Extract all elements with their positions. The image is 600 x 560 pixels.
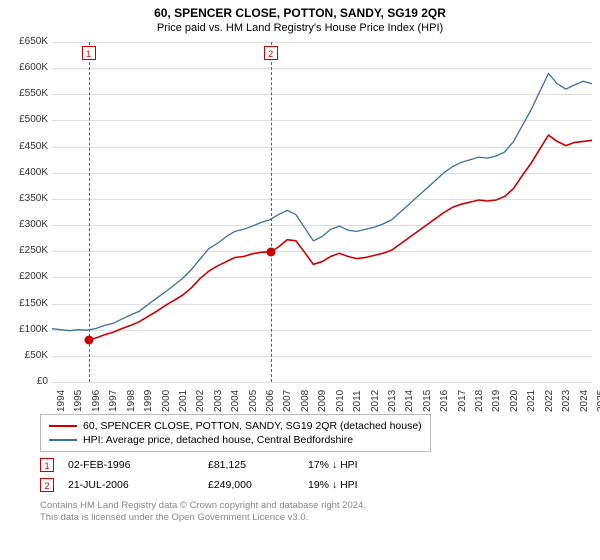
legend-label: HPI: Average price, detached house, Cent…	[83, 434, 353, 446]
legend-box: 60, SPENCER CLOSE, POTTON, SANDY, SG19 2…	[40, 414, 431, 452]
legend-swatch	[49, 439, 77, 441]
x-tick-label: 2017	[457, 390, 468, 412]
y-tick-label: £50K	[2, 350, 48, 361]
x-tick-label: 2009	[317, 390, 328, 412]
y-tick-label: £100K	[2, 324, 48, 335]
series-line	[52, 73, 592, 330]
x-tick-label: 1995	[73, 390, 84, 412]
x-tick-label: 2018	[474, 390, 485, 412]
series-line	[89, 135, 592, 340]
x-tick-label: 1994	[56, 390, 67, 412]
chart-area: £0 £50K £100K £150K £200K £250K £300K £350K £400…	[0, 42, 600, 406]
x-tick-label: 1998	[126, 390, 137, 412]
chart-title: 60, SPENCER CLOSE, POTTON, SANDY, SG19 2…	[0, 0, 600, 20]
transaction-marker: 1	[40, 458, 54, 472]
y-tick-label: £300K	[2, 219, 48, 230]
transaction-price: £81,125	[208, 459, 308, 471]
x-tick-label: 2002	[195, 390, 206, 412]
x-tick-label: 2004	[230, 390, 241, 412]
x-tick-label: 2003	[213, 390, 224, 412]
footer-line-2: This data is licensed under the Open Gov…	[40, 512, 580, 524]
grid-line	[52, 382, 592, 383]
y-tick-label: £600K	[2, 62, 48, 73]
x-tick-label: 1999	[143, 390, 154, 412]
x-tick-label: 2025	[596, 390, 600, 412]
legend-area: 60, SPENCER CLOSE, POTTON, SANDY, SG19 2…	[40, 414, 580, 525]
y-tick-label: £500K	[2, 114, 48, 125]
transaction-price: £249,000	[208, 479, 308, 491]
legend-label: 60, SPENCER CLOSE, POTTON, SANDY, SG19 2…	[83, 420, 422, 432]
x-tick-label: 1997	[108, 390, 119, 412]
x-tick-label: 2012	[370, 390, 381, 412]
event-dot	[84, 335, 93, 344]
x-tick-label: 2013	[387, 390, 398, 412]
event-marker: 1	[82, 46, 96, 60]
y-tick-label: £650K	[2, 36, 48, 47]
x-tick-label: 2011	[352, 390, 363, 412]
x-tick-label: 2024	[579, 390, 590, 412]
y-tick-label: £250K	[2, 245, 48, 256]
y-tick-label: £150K	[2, 298, 48, 309]
x-tick-label: 2020	[509, 390, 520, 412]
x-tick-label: 2022	[544, 390, 555, 412]
y-tick-label: £0	[2, 376, 48, 387]
transaction-pct: 17% ↓ HPI	[308, 459, 408, 471]
y-tick-label: £350K	[2, 193, 48, 204]
x-tick-label: 2014	[404, 390, 415, 412]
y-tick-label: £400K	[2, 167, 48, 178]
x-tick-label: 2005	[248, 390, 259, 412]
footer-line-1: Contains HM Land Registry data © Crown c…	[40, 500, 580, 512]
y-tick-label: £200K	[2, 271, 48, 282]
x-tick-label: 2015	[422, 390, 433, 412]
x-tick-label: 2019	[491, 390, 502, 412]
y-tick-label: £450K	[2, 141, 48, 152]
transaction-date: 02-FEB-1996	[68, 459, 208, 471]
legend-row: 60, SPENCER CLOSE, POTTON, SANDY, SG19 2…	[49, 419, 422, 433]
transaction-row: 2 21-JUL-2006£249,00019% ↓ HPI	[40, 472, 580, 492]
x-tick-label: 2010	[335, 390, 346, 412]
footer-text: Contains HM Land Registry data © Crown c…	[40, 500, 580, 525]
x-tick-label: 2023	[561, 390, 572, 412]
transaction-pct: 19% ↓ HPI	[308, 479, 408, 491]
transaction-date: 21-JUL-2006	[68, 479, 208, 491]
legend-swatch	[49, 425, 77, 427]
plot-region: 12 1994199519961997199819992000200120022…	[52, 42, 592, 382]
event-dot	[266, 247, 275, 256]
x-tick-label: 2000	[161, 390, 172, 412]
x-tick-label: 2008	[300, 390, 311, 412]
x-tick-label: 1996	[91, 390, 102, 412]
y-tick-label: £550K	[2, 88, 48, 99]
x-tick-label: 2006	[265, 390, 276, 412]
chart-subtitle: Price paid vs. HM Land Registry's House …	[0, 20, 600, 40]
transaction-marker: 2	[40, 478, 54, 492]
event-marker: 2	[264, 46, 278, 60]
x-tick-label: 2001	[178, 390, 189, 412]
legend-row: HPI: Average price, detached house, Cent…	[49, 433, 422, 447]
x-tick-label: 2021	[526, 390, 537, 412]
transaction-row: 1 02-FEB-1996£81,12517% ↓ HPI	[40, 452, 580, 472]
x-tick-label: 2016	[439, 390, 450, 412]
x-tick-label: 2007	[282, 390, 293, 412]
